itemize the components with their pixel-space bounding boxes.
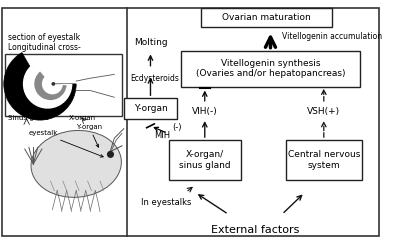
Text: X-organ: X-organ <box>68 115 96 121</box>
Text: Sinus gland: Sinus gland <box>8 115 48 121</box>
Text: Longitudinal cross-: Longitudinal cross- <box>8 43 80 52</box>
Text: In eyestalks: In eyestalks <box>142 197 192 206</box>
Ellipse shape <box>31 131 121 197</box>
Bar <box>5 54 122 116</box>
Wedge shape <box>42 76 63 94</box>
Text: VSH(+): VSH(+) <box>307 107 340 116</box>
Circle shape <box>108 152 113 157</box>
Text: section of eyestalk: section of eyestalk <box>8 33 80 42</box>
Bar <box>286 140 362 180</box>
Bar <box>181 51 360 87</box>
Text: eyestalk: eyestalk <box>28 130 103 157</box>
Text: Ovarian maturation: Ovarian maturation <box>222 13 311 22</box>
Text: Molting: Molting <box>134 39 167 47</box>
Wedge shape <box>34 71 67 100</box>
Text: Y-organ: Y-organ <box>134 104 167 113</box>
Text: Y-organ: Y-organ <box>76 124 102 147</box>
Circle shape <box>52 82 55 86</box>
Text: X-organ/
sinus gland: X-organ/ sinus gland <box>179 150 230 170</box>
Text: (-): (-) <box>172 123 182 132</box>
Bar <box>201 8 332 27</box>
Text: MIH: MIH <box>154 131 170 140</box>
Text: Ecdysteroids: Ecdysteroids <box>130 74 179 83</box>
Text: External factors: External factors <box>211 225 300 235</box>
Text: VIH(-): VIH(-) <box>192 107 218 116</box>
Bar <box>124 98 177 119</box>
Wedge shape <box>23 62 72 109</box>
Text: Central nervous
system: Central nervous system <box>288 150 360 170</box>
Text: Vitellogenin synthesis
(Ovaries and/or hepatopancreas): Vitellogenin synthesis (Ovaries and/or h… <box>196 59 345 78</box>
Text: Vitellogenin accumulation: Vitellogenin accumulation <box>282 32 382 41</box>
Bar <box>168 140 241 180</box>
Wedge shape <box>4 52 76 120</box>
